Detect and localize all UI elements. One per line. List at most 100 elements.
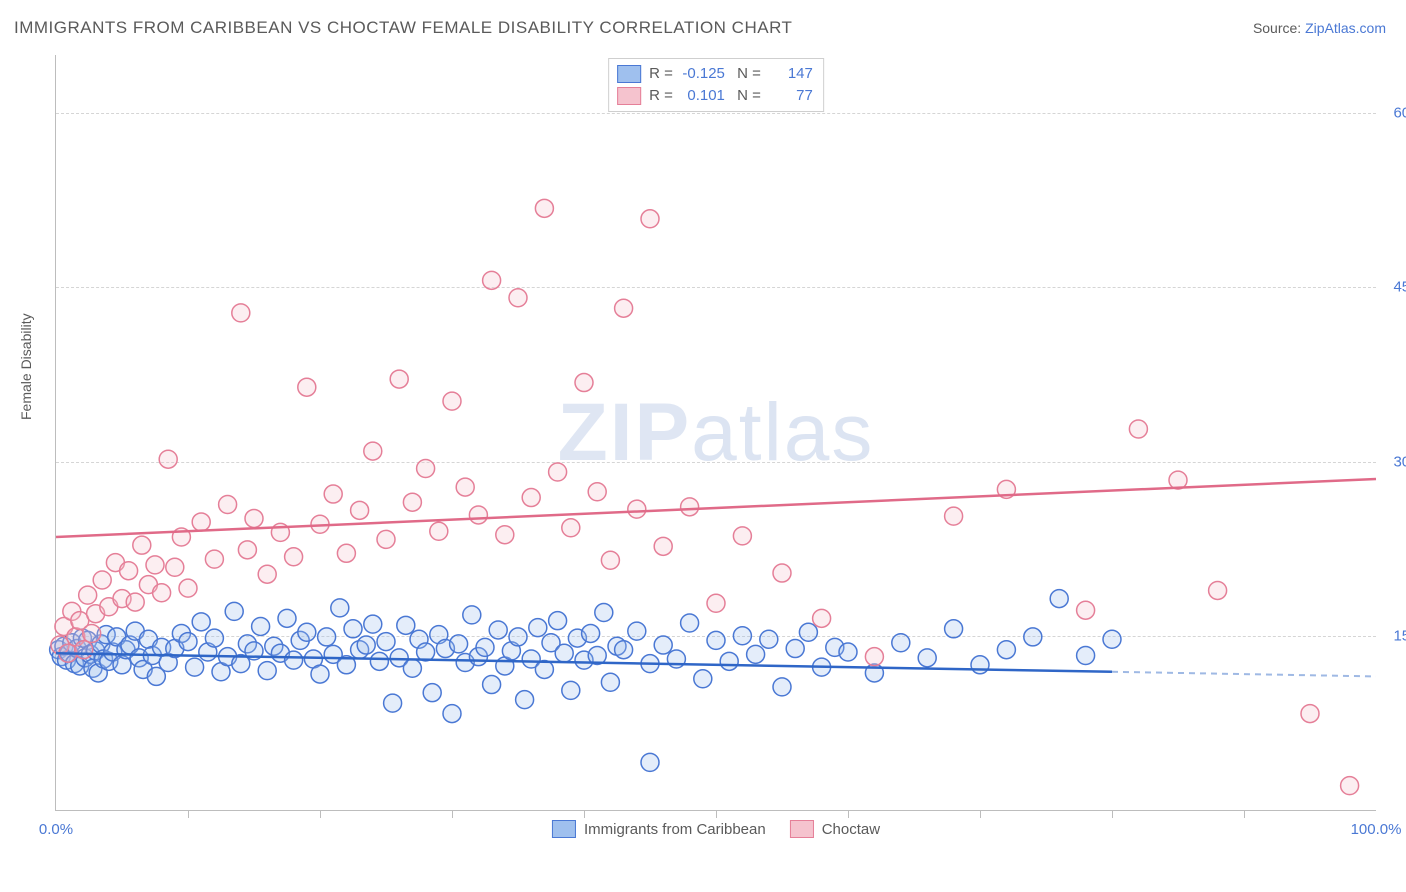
y-tick-label: 30.0%: [1381, 453, 1406, 470]
data-point: [1024, 628, 1042, 646]
x-tick: [1244, 810, 1245, 818]
data-point: [1050, 590, 1068, 608]
data-point: [456, 478, 474, 496]
x-tick-label: 0.0%: [39, 821, 73, 838]
data-point: [219, 496, 237, 514]
stats-row-s1: R = -0.125 N = 147: [617, 63, 813, 85]
legend-label-s2: Choctaw: [822, 821, 880, 838]
data-point: [443, 392, 461, 410]
data-point: [733, 627, 751, 645]
swatch-s2: [617, 87, 641, 105]
data-point: [258, 565, 276, 583]
y-axis-label: Female Disability: [18, 313, 34, 420]
data-point: [681, 614, 699, 632]
data-point: [628, 622, 646, 640]
data-point: [562, 681, 580, 699]
data-point: [575, 374, 593, 392]
data-point: [285, 548, 303, 566]
y-tick-label: 60.0%: [1381, 105, 1406, 122]
correlation-stats-box: R = -0.125 N = 147 R = 0.101 N = 77: [608, 58, 824, 112]
data-point: [799, 623, 817, 641]
source-label: Source:: [1253, 20, 1301, 36]
data-point: [75, 641, 93, 659]
data-point: [423, 684, 441, 702]
data-point: [1077, 647, 1095, 665]
data-point: [641, 753, 659, 771]
data-point: [707, 594, 725, 612]
chart-plot-area: ZIPatlas R = -0.125 N = 147 R = 0.101 N …: [55, 55, 1376, 811]
data-point: [1209, 581, 1227, 599]
data-point: [238, 541, 256, 559]
data-point: [522, 489, 540, 507]
data-point: [179, 633, 197, 651]
data-point: [707, 631, 725, 649]
data-point: [733, 527, 751, 545]
data-point: [615, 299, 633, 317]
data-point: [126, 593, 144, 611]
data-point: [311, 665, 329, 683]
data-point: [192, 613, 210, 631]
data-point: [483, 676, 501, 694]
data-point: [1077, 601, 1095, 619]
data-point: [549, 463, 567, 481]
x-tick: [452, 810, 453, 818]
data-point: [344, 620, 362, 638]
data-point: [245, 509, 263, 527]
legend-label-s1: Immigrants from Caribbean: [584, 821, 766, 838]
data-point: [186, 658, 204, 676]
data-point: [463, 606, 481, 624]
data-point: [252, 617, 270, 635]
trend-line: [56, 479, 1376, 537]
data-point: [403, 659, 421, 677]
data-point: [971, 656, 989, 674]
legend-item-s1: Immigrants from Caribbean: [552, 820, 766, 838]
data-point: [476, 638, 494, 656]
data-point: [258, 662, 276, 680]
data-point: [720, 652, 738, 670]
data-point: [337, 544, 355, 562]
data-point: [166, 558, 184, 576]
data-point: [443, 705, 461, 723]
data-point: [357, 636, 375, 654]
data-point: [747, 645, 765, 663]
data-point: [839, 643, 857, 661]
data-point: [417, 460, 435, 478]
r-value-s1: -0.125: [681, 63, 725, 85]
data-point: [390, 370, 408, 388]
data-point: [654, 636, 672, 654]
data-point: [120, 562, 138, 580]
data-point: [153, 584, 171, 602]
data-point: [430, 522, 448, 540]
data-point: [79, 586, 97, 604]
data-point: [1301, 705, 1319, 723]
source-attribution: Source: ZipAtlas.com: [1253, 20, 1386, 36]
data-point: [681, 498, 699, 516]
data-point: [146, 556, 164, 574]
data-point: [997, 641, 1015, 659]
data-point: [529, 619, 547, 637]
data-point: [384, 694, 402, 712]
data-point: [549, 612, 567, 630]
data-point: [654, 537, 672, 555]
data-point: [535, 660, 553, 678]
data-point: [1103, 630, 1121, 648]
data-point: [509, 289, 527, 307]
legend: Immigrants from Caribbean Choctaw: [552, 820, 880, 838]
data-point: [93, 571, 111, 589]
data-point: [601, 551, 619, 569]
x-tick: [188, 810, 189, 818]
swatch-s1: [617, 65, 641, 83]
data-point: [773, 678, 791, 696]
legend-item-s2: Choctaw: [790, 820, 880, 838]
data-point: [278, 609, 296, 627]
x-tick: [980, 810, 981, 818]
source-link[interactable]: ZipAtlas.com: [1305, 20, 1386, 36]
data-point: [397, 616, 415, 634]
data-point: [945, 507, 963, 525]
data-point: [298, 623, 316, 641]
legend-swatch-s2: [790, 820, 814, 838]
data-point: [83, 624, 101, 642]
data-point: [918, 649, 936, 667]
data-point: [285, 651, 303, 669]
data-point: [562, 519, 580, 537]
